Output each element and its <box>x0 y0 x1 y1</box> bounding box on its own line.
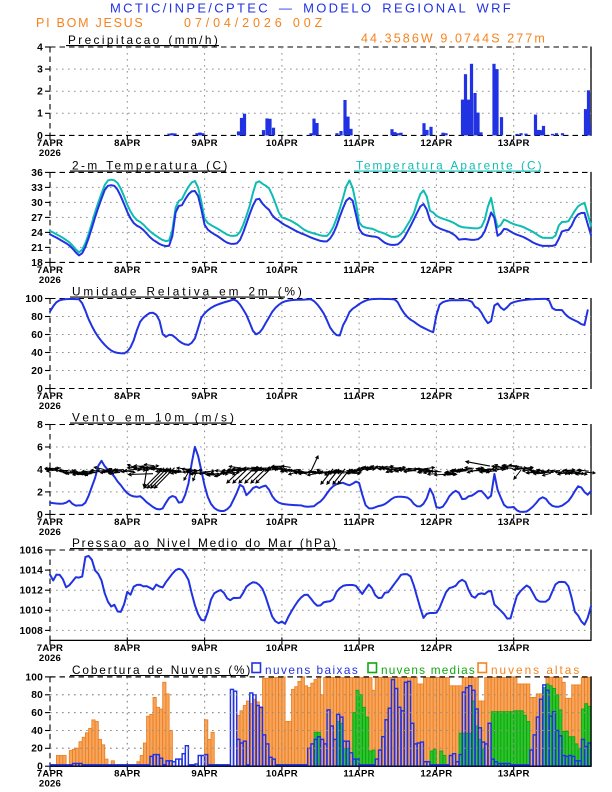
svg-text:13APR: 13APR <box>498 391 530 402</box>
svg-text:33: 33 <box>31 183 43 194</box>
svg-text:44.3586W 9.0744S 277m: 44.3586W 9.0744S 277m <box>361 32 547 46</box>
svg-text:13APR: 13APR <box>498 643 530 654</box>
svg-text:27: 27 <box>31 213 43 224</box>
svg-text:7APR: 7APR <box>37 643 63 654</box>
svg-text:11APR: 11APR <box>343 138 374 149</box>
svg-text:4: 4 <box>37 42 43 53</box>
svg-text:36: 36 <box>31 168 43 179</box>
svg-text:Pressao ao Nivel Medio do Mar: Pressao ao Nivel Medio do Mar (hPa) <box>72 536 338 550</box>
svg-text:7APR: 7APR <box>37 138 63 149</box>
svg-text:30: 30 <box>31 198 43 209</box>
svg-text:7APR: 7APR <box>37 517 63 528</box>
svg-text:MCTIC/INPE/CPTEC — MODELO REGI: MCTIC/INPE/CPTEC — MODELO REGIONAL WRF <box>110 1 513 16</box>
svg-text:Cobertura de Nuvens (%): Cobertura de Nuvens (%) <box>72 663 252 677</box>
svg-text:40: 40 <box>31 726 43 737</box>
svg-text:7APR: 7APR <box>37 265 63 276</box>
svg-text:13APR: 13APR <box>498 769 530 780</box>
svg-text:Umidade Relativa em 2m (%): Umidade Relativa em 2m (%) <box>72 285 305 299</box>
svg-text:2026: 2026 <box>39 401 61 412</box>
svg-text:10APR: 10APR <box>266 391 298 402</box>
svg-text:1014: 1014 <box>20 566 44 577</box>
svg-text:10APR: 10APR <box>266 643 298 654</box>
svg-text:2026: 2026 <box>39 779 61 790</box>
svg-text:12APR: 12APR <box>420 138 452 149</box>
svg-text:0: 0 <box>37 384 43 395</box>
svg-text:PI BOM JESUS: PI BOM JESUS <box>36 16 145 30</box>
svg-text:11APR: 11APR <box>343 769 374 780</box>
svg-text:Precipitacao (mm/h): Precipitacao (mm/h) <box>68 33 220 47</box>
svg-text:100: 100 <box>25 294 43 305</box>
svg-text:12APR: 12APR <box>420 265 452 276</box>
svg-text:21: 21 <box>31 243 43 254</box>
svg-text:60: 60 <box>31 708 43 719</box>
svg-text:100: 100 <box>25 672 43 683</box>
svg-text:Temperatura Aparente (C): Temperatura Aparente (C) <box>356 159 544 173</box>
svg-text:20: 20 <box>31 366 43 377</box>
svg-text:4: 4 <box>37 465 43 476</box>
svg-text:9APR: 9APR <box>191 769 217 780</box>
svg-text:1: 1 <box>37 109 43 120</box>
svg-text:2-m Temperatura (C): 2-m Temperatura (C) <box>72 159 230 173</box>
svg-text:9APR: 9APR <box>191 391 217 402</box>
svg-text:13APR: 13APR <box>498 517 530 528</box>
svg-text:11APR: 11APR <box>343 643 374 654</box>
svg-text:12APR: 12APR <box>420 391 452 402</box>
svg-text:11APR: 11APR <box>343 517 374 528</box>
svg-text:24: 24 <box>31 228 43 239</box>
svg-text:8APR: 8APR <box>114 769 140 780</box>
svg-text:12APR: 12APR <box>420 643 452 654</box>
svg-text:2026: 2026 <box>39 527 61 538</box>
svg-text:9APR: 9APR <box>191 643 217 654</box>
svg-text:8APR: 8APR <box>114 391 140 402</box>
svg-text:Vento em 10m (m/s): Vento em 10m (m/s) <box>72 411 237 425</box>
svg-text:nuvens baixas: nuvens baixas <box>265 663 359 677</box>
svg-text:11APR: 11APR <box>343 391 374 402</box>
svg-text:1008: 1008 <box>20 626 44 637</box>
svg-text:1016: 1016 <box>20 545 44 556</box>
svg-text:40: 40 <box>31 348 43 359</box>
svg-text:8: 8 <box>37 420 43 431</box>
svg-text:2026: 2026 <box>39 148 61 159</box>
svg-text:10APR: 10APR <box>266 517 298 528</box>
svg-text:18: 18 <box>31 258 43 269</box>
svg-text:12APR: 12APR <box>420 517 452 528</box>
svg-text:12APR: 12APR <box>420 769 452 780</box>
svg-text:1012: 1012 <box>20 586 44 597</box>
svg-text:8APR: 8APR <box>114 643 140 654</box>
svg-text:10APR: 10APR <box>266 138 298 149</box>
svg-text:nuvens medias: nuvens medias <box>381 663 476 677</box>
svg-text:13APR: 13APR <box>498 265 530 276</box>
svg-text:0: 0 <box>37 510 43 521</box>
svg-text:6: 6 <box>37 442 43 453</box>
svg-text:80: 80 <box>31 312 43 323</box>
svg-text:9APR: 9APR <box>191 517 217 528</box>
svg-text:13APR: 13APR <box>498 138 530 149</box>
svg-text:10APR: 10APR <box>266 769 298 780</box>
svg-text:1010: 1010 <box>20 606 44 617</box>
svg-text:07/04/2026 00Z: 07/04/2026 00Z <box>184 16 326 30</box>
svg-text:7APR: 7APR <box>37 391 63 402</box>
svg-text:2026: 2026 <box>39 275 61 286</box>
svg-text:0: 0 <box>37 131 43 142</box>
svg-text:2: 2 <box>37 87 43 98</box>
svg-text:0: 0 <box>37 762 43 773</box>
svg-text:8APR: 8APR <box>114 517 140 528</box>
svg-text:9APR: 9APR <box>191 265 217 276</box>
svg-text:2: 2 <box>37 487 43 498</box>
svg-text:3: 3 <box>37 65 43 76</box>
svg-text:80: 80 <box>31 690 43 701</box>
svg-text:11APR: 11APR <box>343 265 374 276</box>
svg-text:20: 20 <box>31 744 43 755</box>
svg-text:8APR: 8APR <box>114 138 140 149</box>
svg-text:7APR: 7APR <box>37 769 63 780</box>
svg-text:9APR: 9APR <box>191 138 217 149</box>
svg-text:2026: 2026 <box>39 653 61 664</box>
svg-text:8APR: 8APR <box>114 265 140 276</box>
svg-text:10APR: 10APR <box>266 265 298 276</box>
svg-text:nuvens altas: nuvens altas <box>491 663 581 677</box>
svg-text:60: 60 <box>31 330 43 341</box>
